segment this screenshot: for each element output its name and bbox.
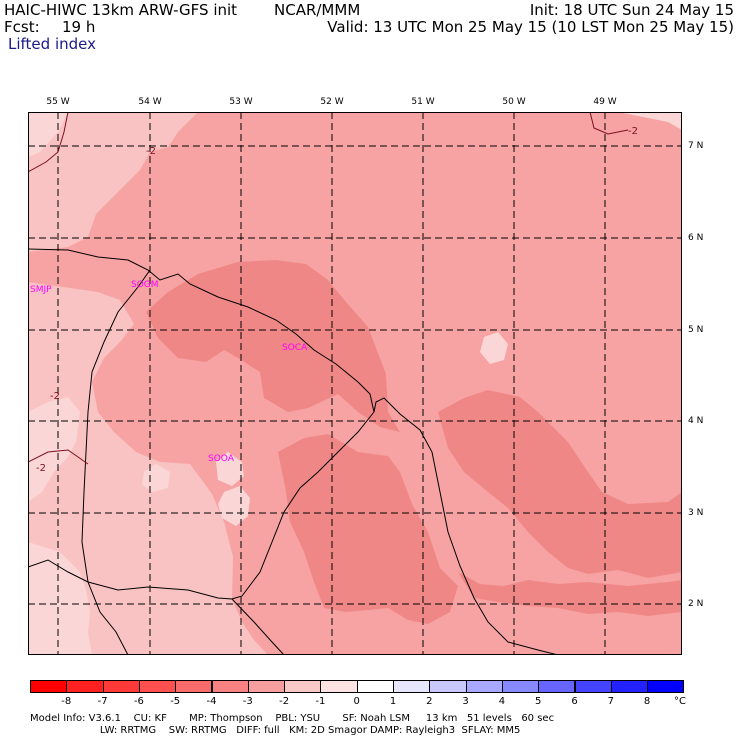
contour-label: -2 [628, 126, 638, 137]
border-south [28, 559, 285, 655]
border-guiana-brazil [231, 411, 375, 600]
lat-label-2n: 2 N [688, 599, 704, 609]
colorbar-tick-label: -3 [242, 696, 253, 707]
border-suriname-guiana [81, 269, 151, 655]
lon-label-54w: 54 W [138, 97, 162, 107]
lon-label-51w: 51 W [411, 97, 435, 107]
contour-label: -2 [146, 146, 156, 157]
map-frame [28, 112, 682, 655]
colorbar-tick-label: 5 [535, 696, 542, 707]
colorbar-swatch [538, 680, 576, 693]
li-region-minus3 [28, 112, 268, 655]
colorbar-swatch [211, 680, 249, 693]
colorbar-swatch [66, 680, 104, 693]
colorbar-swatch [138, 680, 177, 693]
colorbar-swatch [393, 680, 431, 693]
colorbar-swatch [320, 680, 358, 693]
colorbar-swatch [501, 680, 540, 693]
colorbar-tick-label: -2 [279, 696, 290, 707]
field-name: Lifted index [8, 35, 96, 53]
lon-label-50w: 50 W [502, 97, 526, 107]
colorbar-tick-label: 8 [643, 696, 651, 707]
model-info-line1: Model Info: V3.6.1 CU: KF MP: Thompson P… [30, 713, 555, 724]
lat-label-3n: 3 N [688, 508, 704, 518]
lat-label-7n: 7 N [688, 141, 704, 151]
colorbar-swatch [610, 680, 649, 693]
colorbar-swatch [247, 680, 286, 693]
colorbar-swatch [465, 680, 503, 693]
org-label: NCAR/MMM [274, 1, 361, 19]
colorbar-tick-label: -8 [61, 696, 72, 707]
station-label: SOCA [282, 343, 308, 353]
init-time: Init: 18 UTC Sun 24 May 15 [529, 1, 734, 19]
contour-label: -2 [50, 391, 60, 402]
colorbar-tick-label: 7 [607, 696, 614, 707]
coastline [28, 248, 559, 655]
colorbar-tick-label: 3 [462, 696, 469, 707]
colorbar-swatch [175, 680, 213, 693]
colorbar-swatch [284, 680, 322, 693]
colorbar-tick-label: -4 [206, 696, 217, 707]
lon-label-49w: 49 W [593, 97, 617, 107]
colorbar-swatch [429, 680, 467, 693]
lon-label-55w: 55 W [46, 97, 70, 107]
contour-minus2 [28, 112, 629, 465]
valid-time: Valid: 13 UTC Mon 25 May 15 (10 LST Mon … [327, 18, 734, 36]
lon-label-53w: 53 W [229, 97, 253, 107]
colorbar-tick-label: 6 [571, 696, 578, 707]
lifted-index-map: -2 -2 -2 -2 SMJP SOGM SOCA SOOA [28, 112, 682, 655]
colorbar-swatch [647, 680, 685, 693]
contour-label: -2 [36, 463, 46, 474]
colorbar-tick-label: -1 [315, 696, 326, 707]
lat-label-6n: 6 N [688, 233, 704, 243]
model-info-line2: LW: RRTMG SW: RRTMG DIFF: full KM: 2D Sm… [30, 725, 521, 736]
forecast-hour: 19 h [62, 18, 96, 36]
colorbar-unit: °C [674, 696, 686, 707]
coastline-borders [28, 248, 559, 655]
colorbar-tick-label: -6 [133, 696, 144, 707]
forecast-label: Fcst: [4, 18, 40, 36]
model-title: HAIC-HIWC 13km ARW-GFS init [4, 1, 238, 19]
lon-label-52w: 52 W [320, 97, 344, 107]
colorbar-swatch [102, 680, 140, 693]
station-label: SOGM [131, 280, 159, 290]
colorbar-swatch [356, 680, 394, 693]
lat-lon-grid [28, 112, 682, 655]
colorbar-tick-label: -7 [97, 696, 108, 707]
colorbar-swatch [30, 680, 68, 693]
lat-label-4n: 4 N [688, 416, 704, 426]
lat-label-5n: 5 N [688, 325, 704, 335]
li-pockets [142, 332, 508, 526]
colorbar-tick-label: 2 [426, 696, 433, 707]
colorbar-swatch [574, 680, 612, 693]
colorbar-tick-label: -5 [170, 696, 181, 707]
li-region-minus5 [146, 260, 682, 624]
colorbar-tick-label: 4 [498, 696, 506, 707]
colorbar-tick-label: 1 [389, 696, 397, 707]
station-label: SMJP [30, 285, 52, 295]
colorbar-tick-label: 0 [353, 696, 360, 707]
station-label: SOOA [208, 454, 235, 464]
